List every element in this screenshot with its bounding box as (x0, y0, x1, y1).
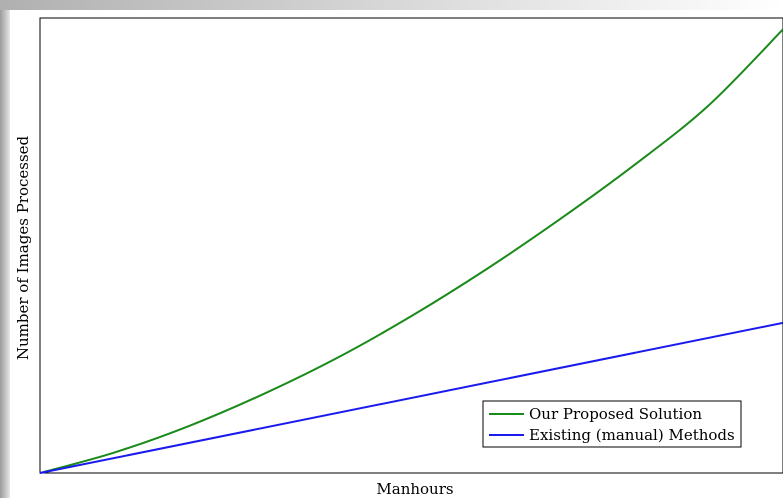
top-edge-strip (0, 0, 783, 10)
series-line-existing (39, 321, 783, 474)
legend-label-existing: Existing (manual) Methods (529, 426, 735, 444)
legend-box (482, 400, 742, 448)
series-layer (39, 28, 783, 474)
left-edge-strip (0, 0, 10, 498)
y-axis-label: Number of Images Processed (14, 135, 32, 360)
x-axis-label: Manhours (376, 480, 453, 498)
legend-label-proposed: Our Proposed Solution (529, 405, 702, 423)
legend: Our Proposed Solution Existing (manual) … (482, 400, 742, 448)
series-line-proposed (39, 28, 783, 474)
